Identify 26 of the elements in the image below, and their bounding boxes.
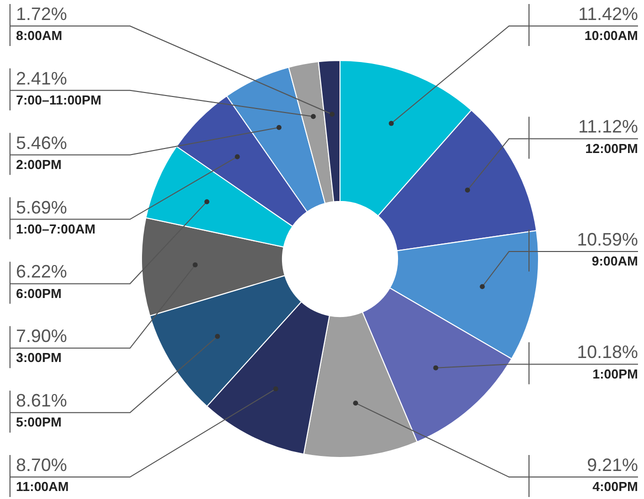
slice-label: 1:00–7:00AM (16, 221, 96, 236)
data-label: 8.61% (16, 390, 68, 411)
slice-label: 10:00AM (584, 28, 638, 44)
data-label: 7.90% (16, 326, 68, 346)
data-label: 11.42% (578, 4, 638, 24)
slice-label: 8:00AM (16, 28, 62, 44)
slice-label: 4:00PM (592, 479, 638, 494)
slice-label: 6:00PM (16, 286, 62, 301)
slice-label: 11:00AM (16, 479, 69, 494)
data-label: 8.70% (16, 454, 68, 475)
slice-label: 7:00–11:00PM (16, 92, 102, 108)
data-label: 2.41% (16, 68, 68, 88)
slice-label: 5:00PM (16, 414, 62, 430)
data-label: 5.46% (16, 132, 68, 153)
data-label: 10.59% (576, 229, 638, 250)
slice-label: 3:00PM (16, 350, 62, 366)
slice-label: 9:00AM (592, 254, 638, 269)
data-label: 10.18% (576, 342, 638, 362)
data-label: 6.22% (16, 262, 68, 282)
slice-label: 12:00PM (585, 140, 638, 156)
data-label: 9.21% (586, 454, 638, 475)
slice-label: 2:00PM (16, 156, 62, 172)
slice-label: 1:00PM (592, 366, 638, 382)
data-label: 5.69% (16, 197, 68, 218)
data-label: 11.12% (578, 116, 638, 137)
data-label: 1.72% (16, 4, 68, 24)
